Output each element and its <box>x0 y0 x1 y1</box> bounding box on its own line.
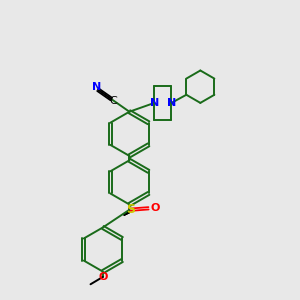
Text: N: N <box>150 98 159 108</box>
Text: N: N <box>92 82 101 92</box>
Text: S: S <box>126 203 135 216</box>
Text: C: C <box>109 95 117 106</box>
Text: N: N <box>167 98 176 108</box>
Text: O: O <box>98 272 108 282</box>
Text: O: O <box>150 203 160 213</box>
